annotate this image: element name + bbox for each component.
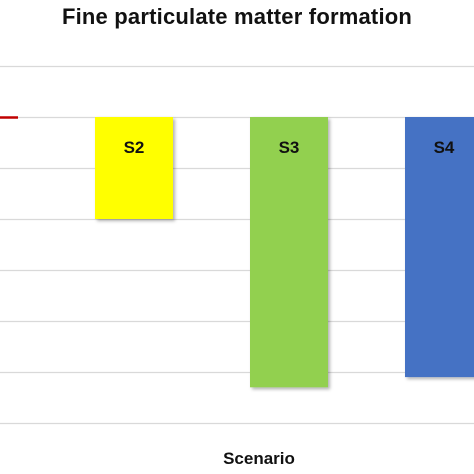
bar-label-s4: S4 xyxy=(434,138,455,157)
bar-s4 xyxy=(405,117,474,378)
bar-labels: S2 S3 S4 xyxy=(124,138,455,157)
bar-label-s3: S3 xyxy=(279,138,300,157)
x-axis-label: Scenario xyxy=(223,449,295,468)
gridlines xyxy=(0,65,474,425)
bar-label-s2: S2 xyxy=(124,138,145,157)
bars xyxy=(95,117,474,388)
chart-title: Fine particulate matter formation xyxy=(61,4,413,29)
bar-s3 xyxy=(250,117,328,388)
bar-s2 xyxy=(95,117,173,219)
